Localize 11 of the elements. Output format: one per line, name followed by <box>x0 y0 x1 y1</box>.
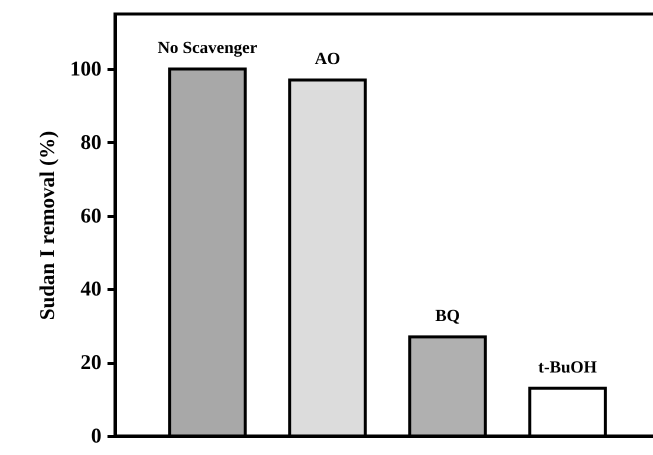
y-axis-title: Sudan I removal (%) <box>35 130 59 320</box>
y-tick-label: 40 <box>80 276 102 301</box>
x-tick-label: No Scavenger <box>158 38 258 58</box>
x-tick-label: AO <box>314 49 340 68</box>
y-tick-label: 60 <box>80 203 102 228</box>
y-tick-label: 0 <box>91 424 102 448</box>
y-tick-label: 80 <box>80 130 102 154</box>
x-tick-label: BQ <box>435 306 460 325</box>
y-tick-label: 20 <box>80 350 102 374</box>
y-tick-label: 100 <box>70 56 102 81</box>
x-tick-label: t-BuOH <box>538 357 597 376</box>
